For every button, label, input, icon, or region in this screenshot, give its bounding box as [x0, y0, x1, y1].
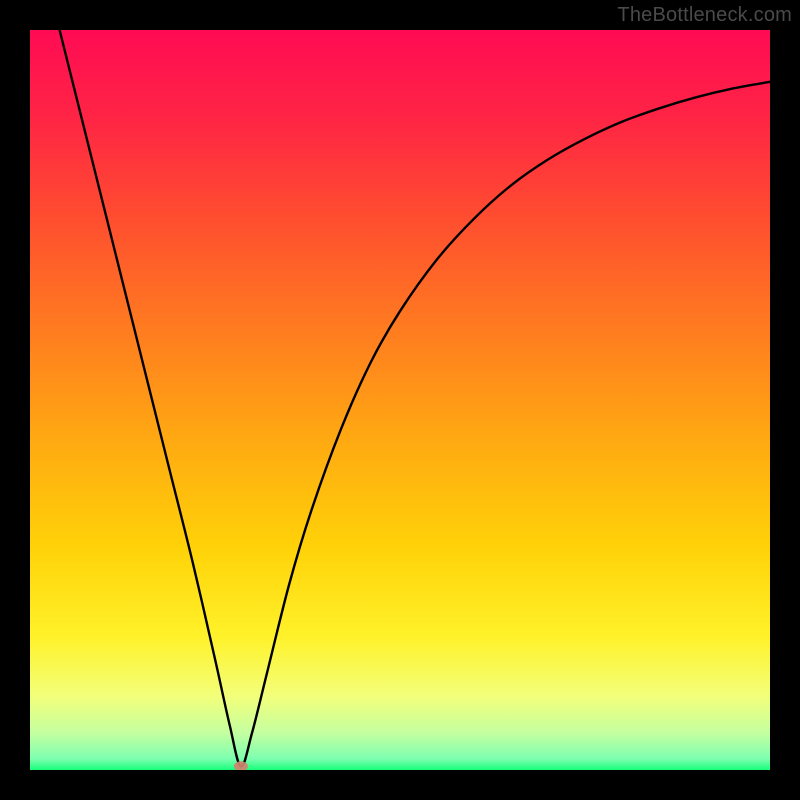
minimum-marker [234, 761, 248, 770]
plot-area [30, 30, 770, 770]
watermark: TheBottleneck.com [617, 4, 792, 27]
bottleneck-curve [60, 30, 770, 766]
curve-layer [30, 30, 770, 770]
